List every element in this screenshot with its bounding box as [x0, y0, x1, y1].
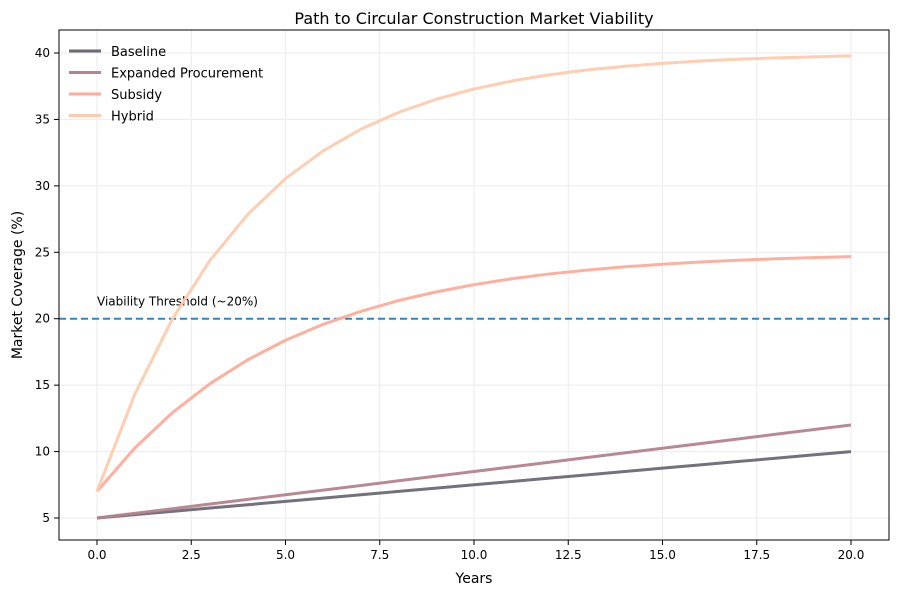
series-line-baseline	[96, 450, 852, 520]
y-tick-label: 20	[35, 312, 50, 326]
threshold-label: Viability Threshold (~20%)	[97, 295, 258, 309]
y-tick-label: 5	[42, 511, 50, 525]
series-lines	[95, 54, 852, 520]
y-axis: 5 10 15 20 25 30 35 40	[35, 46, 59, 525]
y-tick-label: 10	[35, 445, 50, 459]
x-tick-label: 10.0	[461, 548, 488, 562]
series-line-subsidy	[95, 255, 852, 493]
x-tick-label: 7.5	[370, 548, 389, 562]
y-tick-label: 35	[35, 112, 50, 126]
y-axis-label: Market Coverage (%)	[10, 211, 26, 359]
grid	[59, 30, 889, 540]
x-tick-label: 17.5	[743, 548, 770, 562]
x-tick-label: 0.0	[87, 548, 106, 562]
x-axis: 0.0 2.5 5.0 7.5 10.0 12.5 15.0 17.5 20.0	[87, 540, 864, 562]
chart-title: Path to Circular Construction Market Via…	[294, 9, 653, 28]
x-axis-label: Years	[455, 571, 493, 587]
x-tick-label: 15.0	[649, 548, 676, 562]
legend-label: Baseline	[111, 45, 166, 60]
legend: Baseline Expanded Procurement Subsidy Hybri…	[69, 45, 263, 125]
series-line-expanded-procurement	[96, 423, 852, 520]
x-tick-label: 20.0	[838, 548, 865, 562]
legend-label: Subsidy	[111, 88, 162, 103]
x-tick-label: 2.5	[182, 548, 201, 562]
x-tick-label: 12.5	[555, 548, 582, 562]
y-tick-label: 15	[35, 378, 50, 392]
series-line-hybrid	[95, 54, 852, 492]
y-tick-label: 30	[35, 179, 50, 193]
legend-label: Expanded Procurement	[111, 67, 263, 82]
threshold-line-group: Viability Threshold (~20%)	[59, 295, 889, 320]
y-tick-label: 25	[35, 245, 50, 259]
y-tick-label: 40	[35, 46, 50, 60]
x-tick-label: 5.0	[276, 548, 295, 562]
legend-label: Hybrid	[111, 110, 154, 125]
